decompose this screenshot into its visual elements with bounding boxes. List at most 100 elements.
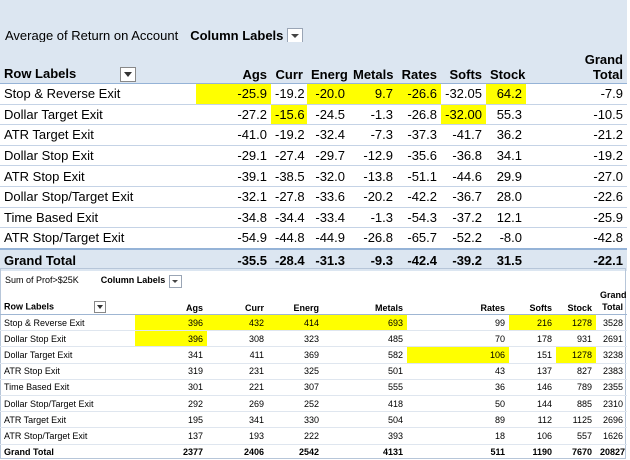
value-cell[interactable]: 34.1	[486, 145, 526, 167]
value-cell[interactable]: 178	[509, 330, 556, 348]
value-cell[interactable]: 931	[556, 330, 596, 348]
value-cell[interactable]: 18	[407, 427, 509, 445]
value-cell[interactable]: 330	[268, 411, 323, 429]
value-cell[interactable]: -20.2	[349, 186, 397, 208]
value-cell[interactable]: 151	[509, 346, 556, 364]
value-cell[interactable]: 307	[268, 379, 323, 396]
value-cell[interactable]: -37.2	[441, 207, 486, 229]
pivot-data-row[interactable]: Time Based Exit 301 221 307 555 36 146 789 2355	[0, 379, 627, 396]
value-cell[interactable]: -52.2	[441, 227, 486, 250]
value-cell[interactable]: 582	[323, 346, 407, 364]
row-label[interactable]: Dollar Stop Exit	[0, 145, 196, 167]
row-label[interactable]: Stop & Reverse Exit	[0, 83, 196, 105]
value-cell[interactable]: 414	[268, 314, 323, 332]
value-cell[interactable]: -24.5	[307, 104, 349, 126]
value-cell[interactable]: 308	[207, 330, 268, 348]
value-cell[interactable]: -65.7	[397, 227, 441, 250]
grand-total-cell[interactable]: 2383	[596, 363, 627, 380]
value-cell[interactable]: -19.2	[271, 83, 307, 105]
value-cell[interactable]: 301	[135, 379, 207, 396]
pivot-data-row[interactable]: Dollar Target Exit 341 411 369 582 106 151 1278…	[0, 346, 627, 364]
grand-total-value[interactable]: 1190	[509, 443, 556, 459]
row-labels-filter-icon[interactable]	[94, 301, 107, 313]
row-label[interactable]: ATR Stop/Target Exit	[0, 427, 135, 445]
grand-total-value[interactable]: -39.2	[441, 247, 486, 271]
value-cell[interactable]: 195	[135, 411, 207, 429]
value-cell[interactable]: -32.4	[307, 124, 349, 146]
value-cell[interactable]: 89	[407, 411, 509, 429]
grand-total-value[interactable]: 4131	[323, 443, 407, 459]
value-cell[interactable]: 221	[207, 379, 268, 396]
value-cell[interactable]: -44.6	[441, 165, 486, 187]
value-cell[interactable]: 341	[135, 346, 207, 364]
value-cell[interactable]: 504	[323, 411, 407, 429]
value-cell[interactable]: 222	[268, 427, 323, 445]
value-cell[interactable]: 393	[323, 427, 407, 445]
value-cell[interactable]: 325	[268, 363, 323, 380]
value-cell[interactable]: 99	[407, 314, 509, 332]
pivot-data-row[interactable]: ATR Stop/Target Exit 137 193 222 393 18 106 557…	[0, 427, 627, 445]
value-cell[interactable]: 396	[135, 330, 207, 348]
pivot-data-row[interactable]: Dollar Stop Exit -29.1 -27.4 -29.7 -12.9 -35.…	[0, 145, 627, 167]
value-cell[interactable]: 137	[135, 427, 207, 445]
value-cell[interactable]: -7.3	[349, 124, 397, 146]
pivot-data-row[interactable]: ATR Target Exit 195 341 330 504 89 112 1125 2696	[0, 411, 627, 429]
value-cell[interactable]: -27.4	[271, 145, 307, 167]
grand-total-value[interactable]: -35.5	[196, 247, 271, 271]
grand-total-cell[interactable]: 2355	[596, 379, 627, 396]
value-cell[interactable]: 555	[323, 379, 407, 396]
value-cell[interactable]: -54.9	[196, 227, 271, 250]
grand-total-cell[interactable]: -27.0	[526, 165, 627, 187]
value-cell[interactable]: 146	[509, 379, 556, 396]
grand-total-value[interactable]: 7670	[556, 443, 596, 459]
value-cell[interactable]: 485	[323, 330, 407, 348]
value-cell[interactable]: -35.6	[397, 145, 441, 167]
value-cell[interactable]: 693	[323, 314, 407, 332]
value-cell[interactable]: -42.2	[397, 186, 441, 208]
value-cell[interactable]: -36.8	[441, 145, 486, 167]
value-cell[interactable]: 557	[556, 427, 596, 445]
row-label[interactable]: ATR Target Exit	[0, 411, 135, 429]
value-cell[interactable]: 231	[207, 363, 268, 380]
value-cell[interactable]: 216	[509, 314, 556, 332]
value-cell[interactable]: 789	[556, 379, 596, 396]
grand-total-cell[interactable]: 3238	[596, 346, 627, 364]
row-label[interactable]: Stop & Reverse Exit	[0, 314, 135, 332]
value-cell[interactable]: -44.8	[271, 227, 307, 250]
value-cell[interactable]: -26.6	[397, 83, 441, 105]
value-cell[interactable]: -26.8	[397, 104, 441, 126]
value-cell[interactable]: -13.8	[349, 165, 397, 187]
value-cell[interactable]: -54.3	[397, 207, 441, 229]
pivot-data-row[interactable]: Dollar Stop Exit 396 308 323 485 70 178 931 2691	[0, 330, 627, 348]
value-cell[interactable]: -29.7	[307, 145, 349, 167]
grand-total-cell[interactable]: 2696	[596, 411, 627, 429]
value-cell[interactable]: -32.0	[307, 165, 349, 187]
value-cell[interactable]: -15.6	[271, 104, 307, 126]
value-cell[interactable]: 28.0	[486, 186, 526, 208]
value-cell[interactable]: -1.3	[349, 104, 397, 126]
value-cell[interactable]: -29.1	[196, 145, 271, 167]
value-cell[interactable]: 396	[135, 314, 207, 332]
grand-total-value[interactable]: 31.5	[486, 247, 526, 271]
value-cell[interactable]: -38.5	[271, 165, 307, 187]
pivot-data-row[interactable]: Stop & Reverse Exit -25.9 -19.2 -20.0 9.7 -26…	[0, 83, 627, 105]
pivot-data-row[interactable]: Dollar Stop/Target Exit 292 269 252 418 50 144…	[0, 395, 627, 413]
value-cell[interactable]: 70	[407, 330, 509, 348]
row-label[interactable]: Time Based Exit	[0, 379, 135, 396]
pivot-data-row[interactable]: ATR Stop Exit 319 231 325 501 43 137 827 2383	[0, 363, 627, 380]
value-cell[interactable]: 1125	[556, 411, 596, 429]
pivot-data-row[interactable]: Dollar Stop/Target Exit -32.1 -27.8 -33.6 -2…	[0, 186, 627, 208]
value-cell[interactable]: -34.8	[196, 207, 271, 229]
value-cell[interactable]: -1.3	[349, 207, 397, 229]
value-cell[interactable]: -25.9	[196, 83, 271, 105]
value-cell[interactable]: 341	[207, 411, 268, 429]
row-label[interactable]: Dollar Target Exit	[0, 104, 196, 126]
grand-total-row[interactable]: Grand Total 2377 2406 2542 4131 511 1190 7670 20…	[0, 443, 627, 459]
value-cell[interactable]: -32.05	[441, 83, 486, 105]
row-labels-filter-icon[interactable]	[120, 67, 137, 82]
row-label[interactable]: ATR Target Exit	[0, 124, 196, 146]
grand-total-cell[interactable]: -10.5	[526, 104, 627, 126]
value-cell[interactable]: 1278	[556, 346, 596, 364]
value-cell[interactable]: 36.2	[486, 124, 526, 146]
grand-total-cell[interactable]: 2310	[596, 395, 627, 413]
